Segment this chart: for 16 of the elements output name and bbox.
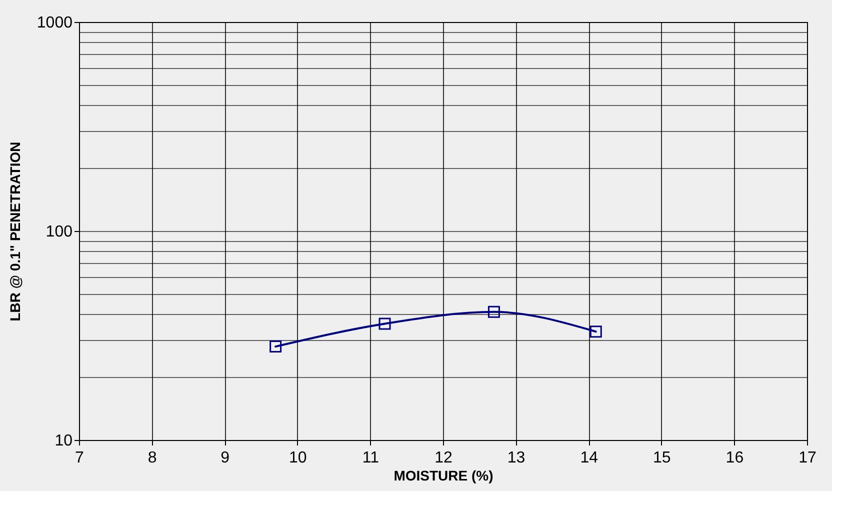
x-tick-label: 13 xyxy=(507,450,526,466)
x-tick-label: 12 xyxy=(434,450,452,466)
y-axis-title: LBR @ 0.1" PENETRATION xyxy=(6,142,23,322)
y-tick-label: 10 xyxy=(54,432,73,450)
x-tick-label: 15 xyxy=(653,450,671,466)
x-tick-label: 16 xyxy=(726,450,744,466)
x-tick-label: 8 xyxy=(148,450,157,466)
x-tick-label: 17 xyxy=(798,450,816,466)
x-tick-label: 11 xyxy=(362,450,380,466)
y-tick-label: 100 xyxy=(46,224,73,240)
y-tick-label: 1000 xyxy=(36,14,73,32)
x-tick-label: 9 xyxy=(220,450,230,466)
x-axis-title: MOISTURE (%) xyxy=(394,468,494,484)
x-tick-label: 10 xyxy=(289,450,307,466)
x-tick-label: 7 xyxy=(75,450,84,466)
x-tick-label: 14 xyxy=(580,450,598,466)
